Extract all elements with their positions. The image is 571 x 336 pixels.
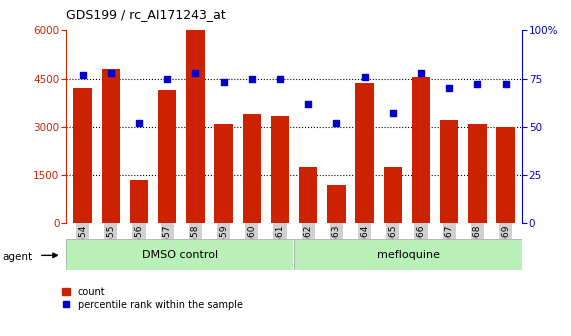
Point — [360, 74, 369, 79]
Text: DMSO control: DMSO control — [142, 250, 218, 259]
Bar — [271, 116, 289, 223]
Point — [445, 85, 454, 91]
Bar — [186, 30, 204, 223]
Bar — [158, 90, 176, 223]
Point — [501, 82, 510, 87]
Bar — [74, 88, 92, 223]
Point — [416, 70, 425, 76]
Point — [106, 70, 115, 76]
Point — [78, 72, 87, 77]
Bar — [496, 127, 514, 223]
Point — [388, 111, 397, 116]
Bar — [412, 77, 430, 223]
Point — [304, 101, 313, 107]
Bar — [384, 167, 402, 223]
Bar — [214, 124, 233, 223]
Bar — [299, 167, 317, 223]
Legend: count, percentile rank within the sample: count, percentile rank within the sample — [62, 287, 243, 310]
Point — [473, 82, 482, 87]
Point — [247, 76, 256, 81]
Bar — [327, 185, 345, 223]
Bar — [440, 120, 459, 223]
Text: agent: agent — [3, 252, 33, 262]
Text: GDS199 / rc_AI171243_at: GDS199 / rc_AI171243_at — [66, 8, 226, 22]
Point — [134, 120, 143, 126]
Bar — [243, 114, 261, 223]
Point — [275, 76, 284, 81]
Point — [163, 76, 172, 81]
Point — [332, 120, 341, 126]
Bar — [66, 239, 294, 270]
Bar — [294, 239, 522, 270]
Bar — [355, 83, 374, 223]
Point — [191, 70, 200, 76]
Bar — [468, 124, 486, 223]
Text: mefloquine: mefloquine — [377, 250, 440, 259]
Point — [219, 80, 228, 85]
Bar — [130, 180, 148, 223]
Bar — [102, 69, 120, 223]
